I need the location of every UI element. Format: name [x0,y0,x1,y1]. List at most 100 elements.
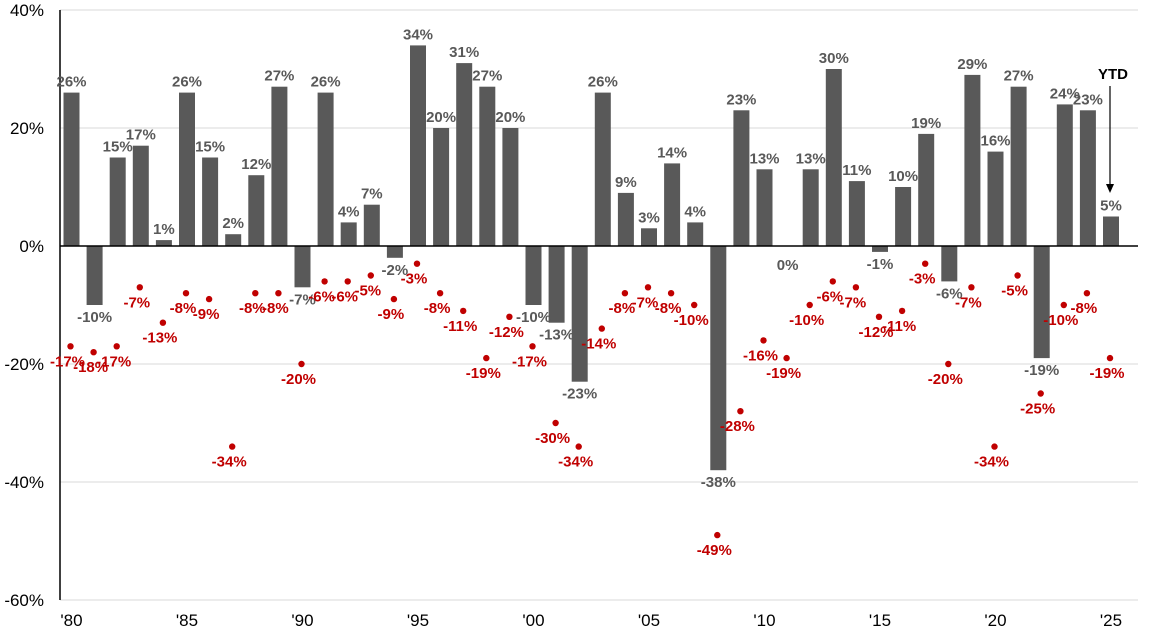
bar [641,228,657,246]
drawdown-point [136,284,143,291]
x-tick-label: '90 [291,611,313,630]
bar [825,69,842,246]
bar-value-label: 34% [403,26,433,43]
drawdown-point [806,301,813,309]
bar [872,246,888,252]
drawdown-point [529,343,536,350]
drawdown-label: -10% [1043,312,1078,329]
bar [525,246,542,305]
drawdown-point [667,290,675,297]
drawdown-point [298,360,305,368]
y-tick-label: -20% [4,355,44,374]
bar [687,222,704,246]
drawdown-point [922,260,929,267]
drawdown-point [898,307,906,315]
drawdown-label: -20% [281,371,316,388]
bar-value-label: 5% [1100,198,1122,215]
drawdown-label: -8% [170,300,197,317]
bars [63,45,1119,471]
drawdown-point [598,325,605,332]
bar [733,110,750,246]
x-tick-label: '25 [1100,611,1122,630]
bar-value-label: 27% [264,68,294,85]
drawdown-label: -11% [443,318,477,335]
drawdown-point [737,408,744,415]
x-tick-label: '00 [522,611,544,630]
drawdown-label: -6% [308,288,335,305]
bar-value-label: 15% [103,139,133,156]
bar-value-label: 0% [777,257,799,274]
drawdown-point [252,290,259,297]
drawdown-label: -3% [401,271,428,288]
bar [571,246,588,382]
drawdown-label: -19% [1089,365,1124,382]
bar [109,157,126,246]
drawdown-point [1037,390,1044,397]
bar-value-label: 26% [311,74,341,91]
bar [155,240,172,246]
x-tick-label: '05 [638,611,660,630]
drawdown-point [783,354,790,362]
drawdown-point [644,284,652,291]
drawdown-label: -8% [239,300,266,317]
bar-value-label: 13% [796,150,826,167]
bar-value-label: 1% [153,221,175,238]
bar-value-label: 12% [241,156,271,173]
drawdown-point [506,313,513,320]
bar [363,204,380,246]
drawdown-point [1014,272,1021,279]
bar-value-label: -19% [1024,362,1059,379]
bar [340,222,357,246]
bar [271,86,288,246]
drawdown-label: -8% [655,300,682,317]
drawdown-label: -5% [354,283,381,300]
drawdown-point [113,343,120,350]
drawdown-point [760,337,767,344]
drawdown-label: -34% [974,454,1009,471]
x-tick-label: '95 [407,611,429,630]
drawdown-label: -34% [212,454,247,471]
drawdown-point [460,307,467,315]
drawdown-label: -13% [142,330,177,347]
drawdown-label: -14% [581,336,616,353]
drawdown-label: -7% [955,294,982,311]
drawdown-label: -30% [535,430,570,447]
bar-value-label: 11% [842,162,871,179]
drawdown-label: -20% [928,371,963,388]
drawdown-label: -10% [674,312,709,329]
bar [895,187,912,246]
bar [1056,104,1073,247]
bar-value-label: -1% [867,256,894,273]
drawdown-label: -7% [632,294,659,311]
drawdown-label: -19% [466,365,501,382]
bar-value-label: 26% [56,74,86,91]
bar-value-label: 27% [1004,68,1034,85]
bar [964,74,981,247]
drawdown-label: -9% [193,306,220,323]
bar [987,151,1004,246]
drawdown-point [552,419,559,427]
bar [410,45,426,247]
bar-value-label: 29% [957,56,987,73]
drawdown-point [436,290,444,297]
bar [294,246,311,288]
bar [664,163,681,246]
bar-value-label: 16% [980,133,1010,150]
drawdown-label: -7% [123,294,150,311]
drawdown-point [182,290,190,297]
drawdown-point [1106,354,1114,362]
drawdown-label: -8% [1071,300,1098,317]
drawdown-label: -18% [73,359,108,376]
bar-value-label: 20% [426,109,456,126]
drawdown-label: -8% [609,300,636,317]
bar-value-label: 19% [911,115,941,132]
y-tick-label: 40% [10,1,44,20]
bar-value-label: 30% [819,50,849,67]
axes [59,10,1138,600]
bar-value-label: 24% [1050,85,1080,102]
x-tick-label: '10 [753,611,775,630]
drawdown-label: -49% [697,542,732,559]
bar-value-label: 23% [1073,91,1103,108]
